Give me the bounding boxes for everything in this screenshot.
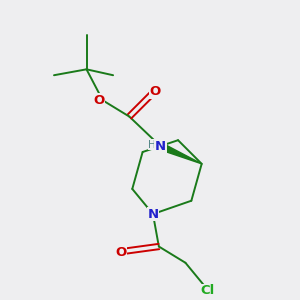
Text: O: O <box>116 246 127 259</box>
Text: H: H <box>148 140 156 150</box>
Text: O: O <box>149 85 161 98</box>
Text: O: O <box>94 94 105 107</box>
Polygon shape <box>159 143 202 164</box>
Text: N: N <box>155 140 166 153</box>
Text: Cl: Cl <box>200 284 215 297</box>
Text: N: N <box>147 208 158 220</box>
